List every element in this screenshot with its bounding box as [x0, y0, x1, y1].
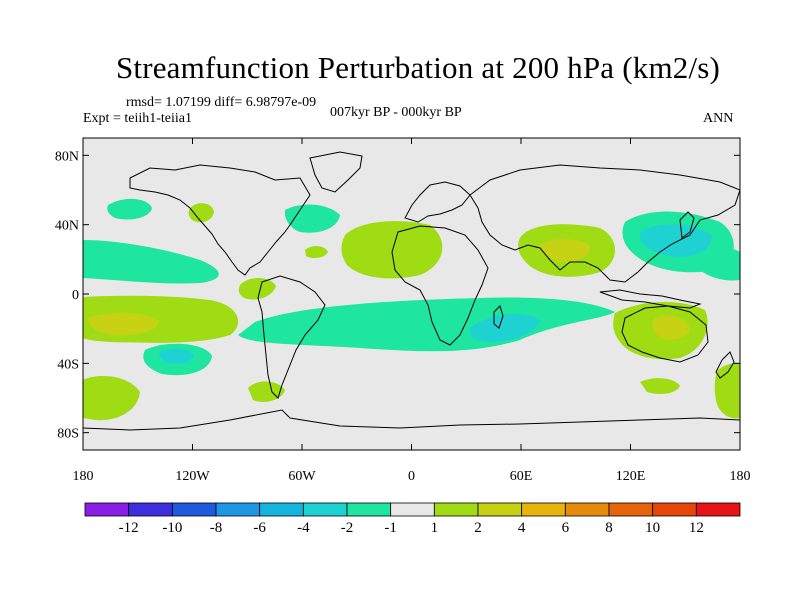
colorbar-label: -2	[341, 520, 354, 536]
lat-tick-label: 80N	[55, 149, 79, 164]
contour-positive-small-1	[188, 203, 214, 223]
lon-tick-label: 60W	[288, 469, 316, 484]
contour-positive-small-2	[305, 246, 328, 259]
period-label: 007kyr BP - 000kyr BP	[330, 105, 462, 120]
colorbar-swatch	[84, 502, 130, 517]
coast-madagascar	[493, 305, 504, 329]
colorbar-swatch	[564, 502, 610, 517]
rmsd-stats: rmsd= 1.07199 diff= 6.98797e-09	[126, 95, 317, 110]
contour-negative-n-band-west	[83, 240, 219, 284]
colorbar-label: 12	[689, 520, 704, 536]
coastlines	[83, 151, 740, 431]
lon-tick-label: 60E	[510, 469, 533, 484]
contour-positive-small-4	[248, 381, 285, 402]
experiment-label: Expt = teiih1-teiia1	[83, 111, 192, 126]
colorbar-label: -1	[384, 520, 397, 536]
lat-tick-label: 40S	[57, 357, 79, 372]
colorbar-swatch	[390, 502, 435, 517]
colorbar-label: 8	[605, 520, 613, 536]
contour-positive-sw-corner	[83, 376, 140, 421]
contour-negative-indian-core	[469, 313, 540, 342]
coast-greenland	[309, 151, 363, 193]
colorbar-swatch	[433, 502, 479, 517]
coast-indonesia	[599, 289, 702, 309]
lat-tick-label: 40N	[55, 219, 79, 234]
lon-tick-label: 120W	[175, 469, 210, 484]
contour-positive-asia-core	[539, 239, 590, 263]
colorbar-label: -8	[210, 520, 223, 536]
season-label: ANN	[703, 111, 734, 126]
colorbar-label: 1	[431, 520, 439, 536]
colorbar-swatch	[259, 502, 304, 517]
colorbar-swatch	[652, 502, 697, 517]
contour-negative-s-band	[238, 297, 615, 352]
lon-tick-label: 0	[408, 469, 415, 484]
lon-tick-label: 180	[73, 469, 94, 484]
colorbar: -12 -10 -8 -6 -4 -2 -1 1 2 4 6 8 10 12	[84, 502, 741, 536]
colorbar-label: 2	[474, 520, 482, 536]
coast-africa	[391, 225, 489, 346]
colorbar-swatch	[521, 502, 566, 517]
colorbar-swatch	[215, 502, 261, 517]
contour-positive-small-3	[238, 277, 276, 300]
contour-negative-ne-pacific	[107, 198, 152, 220]
colorbar-label: -12	[119, 520, 139, 536]
coast-new-zealand	[715, 351, 735, 379]
longitude-axis: 180 120W 60W 0 60E 120E 180	[73, 138, 751, 484]
map-title: Streamfunction Perturbation at 200 hPa (…	[115, 50, 721, 85]
lon-tick-label: 120E	[616, 469, 646, 484]
contour-positive-australia-core	[652, 315, 690, 340]
lat-tick-label: 80S	[57, 427, 79, 442]
colorbar-swatch	[346, 502, 392, 517]
lon-tick-label: 180	[730, 469, 751, 484]
colorbar-label: -4	[297, 520, 310, 536]
colorbar-label: -10	[162, 520, 182, 536]
colorbar-label: -6	[253, 520, 266, 536]
colorbar-label: 10	[645, 520, 660, 536]
contour-positive-small-5	[640, 378, 680, 394]
coast-australia	[621, 305, 709, 363]
plot-background	[83, 138, 740, 450]
colorbar-swatch	[608, 502, 654, 517]
contour-positive-s-pacific-core	[88, 312, 159, 336]
coast-japan	[679, 211, 695, 239]
lat-tick-label: 0	[72, 288, 79, 303]
colorbar-swatch	[128, 502, 173, 517]
colorbar-label: 4	[518, 520, 526, 536]
contour-negative-se-pacific-core	[159, 348, 194, 364]
colorbar-swatch	[695, 502, 741, 517]
coast-south-america	[257, 275, 326, 399]
contour-positive-africa	[341, 221, 443, 279]
contour-negative-nw-pacific-core	[639, 224, 712, 258]
colorbar-swatch	[302, 502, 348, 517]
coast-north-america	[129, 164, 311, 276]
colorbar-swatch	[171, 502, 217, 517]
colorbar-swatch	[477, 502, 523, 517]
coast-antarctica	[83, 409, 740, 431]
coast-asia	[469, 164, 740, 283]
colorbar-label: 6	[562, 520, 570, 536]
latitude-axis: 80N 40N 0 40S 80S	[55, 149, 740, 442]
